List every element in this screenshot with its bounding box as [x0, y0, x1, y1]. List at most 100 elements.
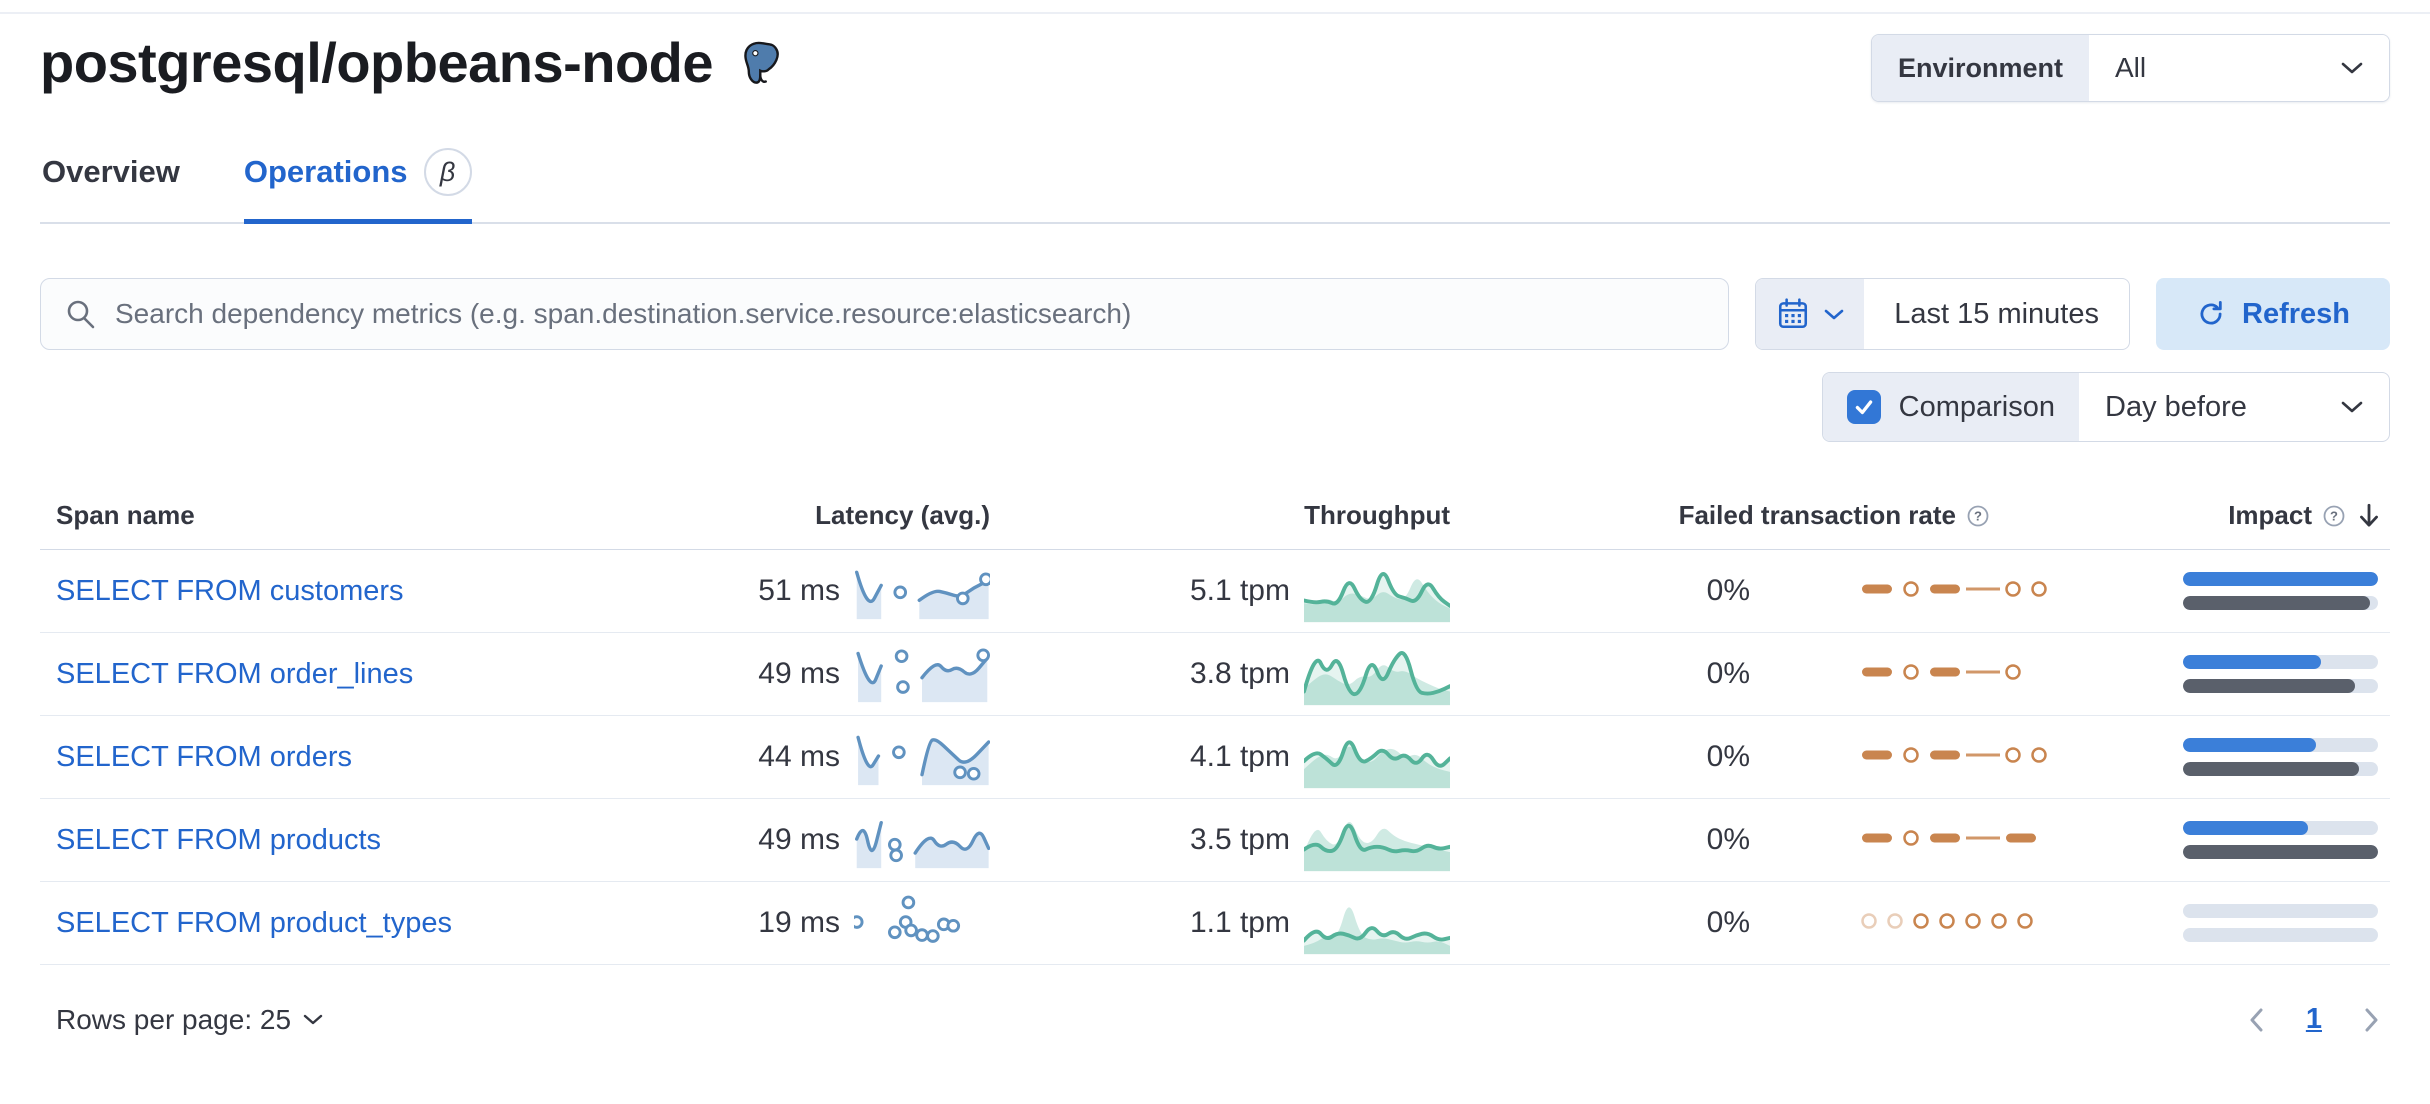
- throughput-value: 3.5 tpm: [1189, 823, 1290, 856]
- impact-bars: [1990, 821, 2390, 859]
- search-input[interactable]: [113, 297, 1705, 331]
- question-circle-icon: ?: [2323, 505, 2345, 526]
- latency-value: 19 ms: [758, 906, 840, 939]
- span-name-link[interactable]: SELECT FROM orders: [56, 740, 352, 773]
- throughput-value: 4.1 tpm: [1189, 740, 1290, 773]
- table-row: SELECT FROM product_types 19 ms 1.1 tpm 0%: [40, 882, 2390, 965]
- failed-rate-sparkline: [1750, 909, 2033, 938]
- span-name-link[interactable]: SELECT FROM product_types: [56, 906, 452, 939]
- failed-rate-header-label: Failed transaction rate: [1678, 500, 1956, 530]
- impact-bar-previous-track: [2183, 762, 2378, 776]
- chevron-down-icon: [2341, 62, 2363, 74]
- date-picker: Last 15 minutes: [1755, 278, 2130, 350]
- toolbar: Last 15 minutes Refresh: [40, 278, 2390, 350]
- latency-sparkline: [840, 728, 990, 786]
- failed-rate-sparkline: [1750, 743, 2047, 772]
- failed-rate-value: 0%: [1706, 657, 1750, 690]
- impact-bar-current: [2183, 572, 2378, 586]
- previous-page-button[interactable]: [2248, 1007, 2266, 1033]
- calendar-icon: [1779, 298, 1808, 329]
- beta-badge: β: [423, 148, 472, 196]
- search-box[interactable]: [40, 278, 1730, 350]
- top-divider: [0, 12, 2430, 14]
- failed-rate-value: 0%: [1706, 823, 1750, 856]
- refresh-icon: [2200, 301, 2222, 325]
- tab-overview[interactable]: Overview: [42, 148, 180, 222]
- impact-bar-previous-track: [2183, 928, 2378, 942]
- comparison-label: Comparison: [1898, 390, 2055, 423]
- span-name-link[interactable]: SELECT FROM order_lines: [56, 657, 414, 690]
- table-row: SELECT FROM order_lines 49 ms 3.8 tpm 0%: [40, 633, 2390, 716]
- failed-rate-value: 0%: [1706, 574, 1750, 607]
- table-row: SELECT FROM products 49 ms 3.5 tpm 0%: [40, 799, 2390, 882]
- comparison-control: Comparison Day before: [1821, 372, 2390, 442]
- chevron-down-icon: [2341, 401, 2363, 413]
- environment-value: All: [2115, 52, 2147, 83]
- sort-descending-icon: [2360, 503, 2378, 527]
- column-header-latency[interactable]: Latency (avg.): [815, 500, 990, 530]
- impact-bar-previous: [2183, 845, 2378, 859]
- pagination: 1: [2248, 1003, 2390, 1036]
- date-picker-quick-menu-button[interactable]: [1756, 279, 1865, 349]
- throughput-sparkline: [1290, 891, 1450, 955]
- failed-rate-sparkline: [1750, 660, 2021, 689]
- span-name-link[interactable]: SELECT FROM products: [56, 823, 382, 856]
- failed-rate-value: 0%: [1706, 906, 1750, 939]
- page-number-1[interactable]: 1: [2305, 1003, 2322, 1035]
- table-footer: Rows per page: 25 1: [40, 1003, 2390, 1036]
- impact-bars: [1990, 738, 2390, 776]
- latency-value: 44 ms: [758, 740, 840, 773]
- impact-bar-current-track: [2183, 738, 2378, 752]
- table-body: SELECT FROM customers 51 ms 5.1 tpm 0% SELEC…: [40, 550, 2390, 965]
- throughput-value: 3.8 tpm: [1189, 657, 1290, 690]
- throughput-sparkline: [1290, 808, 1450, 872]
- column-header-throughput[interactable]: Throughput: [1304, 500, 1450, 530]
- svg-text:?: ?: [1974, 508, 1982, 523]
- comparison-select[interactable]: Day before: [2079, 373, 2389, 441]
- throughput-value: 1.1 tpm: [1189, 906, 1290, 939]
- comparison-checkbox[interactable]: [1846, 390, 1881, 424]
- svg-text:?: ?: [2330, 508, 2338, 523]
- throughput-sparkline: [1290, 725, 1450, 789]
- impact-bars: [1990, 904, 2390, 942]
- postgresql-icon: [744, 41, 779, 84]
- environment-select[interactable]: All: [2089, 35, 2389, 101]
- comparison-toggle[interactable]: Comparison: [1822, 373, 2079, 441]
- environment-filter[interactable]: Environment All: [1870, 34, 2390, 102]
- impact-bar-current: [2183, 738, 2316, 752]
- impact-bar-current-track: [2183, 904, 2378, 918]
- span-name-link[interactable]: SELECT FROM customers: [56, 574, 404, 607]
- impact-bar-previous-track: [2183, 596, 2378, 610]
- page-title: postgresql/opbeans-node: [40, 30, 787, 95]
- latency-sparkline: [840, 811, 990, 869]
- failed-rate-value: 0%: [1706, 740, 1750, 773]
- impact-header-label: Impact: [2228, 500, 2312, 530]
- chevron-down-icon: [303, 1014, 323, 1025]
- question-circle-icon: ?: [1967, 505, 1989, 526]
- table-row: SELECT FROM orders 44 ms 4.1 tpm 0%: [40, 716, 2390, 799]
- impact-bar-current-track: [2183, 655, 2378, 669]
- latency-value: 51 ms: [758, 574, 840, 607]
- latency-value: 49 ms: [758, 823, 840, 856]
- failed-rate-sparkline: [1750, 826, 2036, 855]
- impact-bar-previous-track: [2183, 679, 2378, 693]
- column-header-impact[interactable]: Impact ?: [1990, 500, 2390, 531]
- chevron-down-icon: [1824, 309, 1844, 319]
- rows-per-page-button[interactable]: Rows per page: 25: [40, 1004, 323, 1036]
- refresh-button[interactable]: Refresh: [2156, 278, 2390, 350]
- impact-bar-previous: [2183, 762, 2359, 776]
- impact-bar-previous-track: [2183, 845, 2378, 859]
- page-header: postgresql/opbeans-node Environment All: [40, 0, 2390, 102]
- tab-operations[interactable]: Operations β: [243, 148, 472, 224]
- impact-bar-previous: [2183, 596, 2371, 610]
- operations-table: Span name Latency (avg.) Throughput Fail…: [40, 500, 2390, 965]
- rows-per-page-label: Rows per page: 25: [56, 1003, 292, 1035]
- tab-operations-label: Operations: [243, 154, 408, 189]
- latency-sparkline: [840, 562, 990, 620]
- tabs: Overview Operations β: [40, 148, 2390, 224]
- next-page-button[interactable]: [2362, 1007, 2380, 1033]
- time-range-value[interactable]: Last 15 minutes: [1894, 297, 2099, 330]
- column-header-failed-rate[interactable]: Failed transaction rate ?: [1450, 500, 1990, 531]
- check-icon: [1855, 400, 1872, 415]
- column-header-span-name[interactable]: Span name: [56, 500, 195, 530]
